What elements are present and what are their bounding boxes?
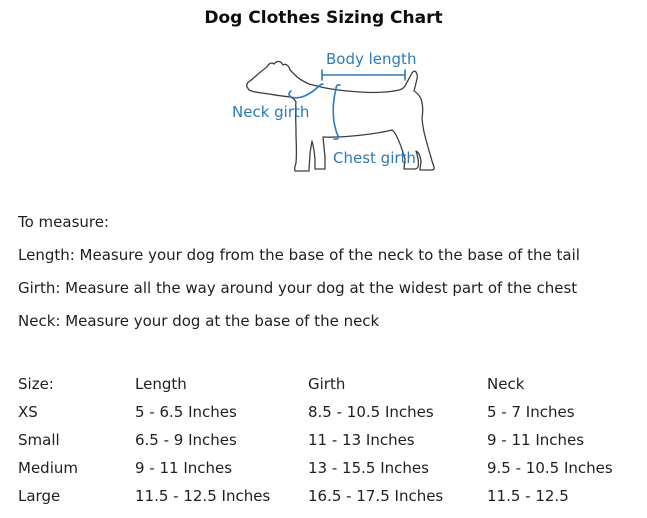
size-table: Size: Length Girth Neck XS 5 - 6.5 Inche… <box>18 370 647 510</box>
table-cell: 11.5 - 12.5 Inches <box>135 487 271 505</box>
table-cell: 9 - 11 Inches <box>135 459 233 477</box>
instructions-heading: To measure: <box>18 213 110 231</box>
table-cell: 9.5 - 10.5 Inches <box>487 459 613 477</box>
table-cell: 11 - 13 Inches <box>308 431 415 449</box>
neck-girth-label: Neck girth <box>232 103 310 121</box>
table-cell: 16.5 - 17.5 Inches <box>308 487 444 505</box>
body-length-line <box>321 69 406 81</box>
dog-measurement-diagram <box>228 42 443 190</box>
dog-outline-illustration <box>246 60 435 172</box>
column-header-length: Length <box>135 375 187 393</box>
table-cell: 13 - 15.5 Inches <box>308 459 429 477</box>
table-cell: 8.5 - 10.5 Inches <box>308 403 434 421</box>
instruction-line-girth: Girth: Measure all the way around your d… <box>18 279 578 297</box>
chest-girth-label: Chest girth <box>333 149 416 167</box>
instruction-line-neck: Neck: Measure your dog at the base of th… <box>18 312 380 330</box>
table-cell: XS <box>18 403 38 421</box>
table-cell: 5 - 7 Inches <box>487 403 575 421</box>
table-cell: 5 - 6.5 Inches <box>135 403 237 421</box>
table-row-large: Large 11.5 - 12.5 Inches 16.5 - 17.5 Inc… <box>18 482 647 510</box>
dog-outline-path <box>246 60 435 172</box>
table-cell: 6.5 - 9 Inches <box>135 431 237 449</box>
chest-girth-line <box>332 84 341 140</box>
table-cell: Large <box>18 487 61 505</box>
table-cell: 9 - 11 Inches <box>487 431 585 449</box>
table-header-row: Size: Length Girth Neck <box>18 370 647 398</box>
body-length-label: Body length <box>326 50 417 68</box>
column-header-size: Size: <box>18 375 54 393</box>
table-cell: Small <box>18 431 60 449</box>
instruction-line-length: Length: Measure your dog from the base o… <box>18 246 580 264</box>
column-header-neck: Neck <box>487 375 525 393</box>
measuring-instructions: To measure: Length: Measure your dog fro… <box>18 206 580 338</box>
page-title: Dog Clothes Sizing Chart <box>204 8 443 28</box>
column-header-girth: Girth <box>308 375 346 393</box>
neck-girth-line <box>288 83 324 99</box>
table-row-xs: XS 5 - 6.5 Inches 8.5 - 10.5 Inches 5 - … <box>18 398 647 426</box>
table-row-small: Small 6.5 - 9 Inches 11 - 13 Inches 9 - … <box>18 426 647 454</box>
table-row-medium: Medium 9 - 11 Inches 13 - 15.5 Inches 9.… <box>18 454 647 482</box>
table-cell: 11.5 - 12.5 <box>487 487 569 505</box>
table-cell: Medium <box>18 459 78 477</box>
